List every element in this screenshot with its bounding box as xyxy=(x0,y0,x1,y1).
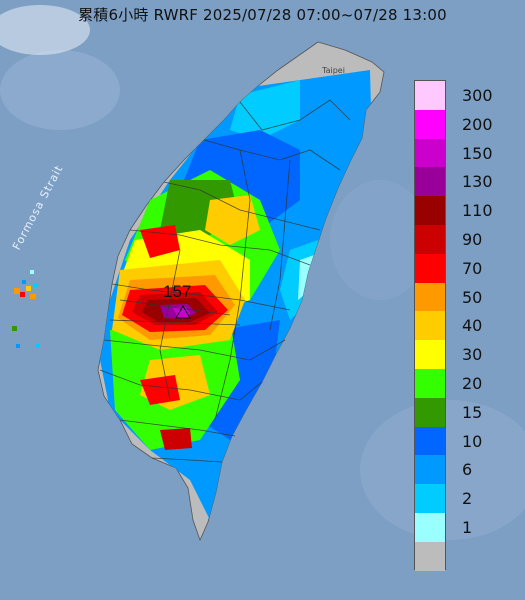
legend-swatch xyxy=(415,513,445,543)
legend-label: 1 xyxy=(462,518,473,537)
legend-label: 2 xyxy=(462,489,473,509)
legend-label: 130 xyxy=(462,172,493,192)
sea-texture xyxy=(0,50,120,130)
legend-swatch xyxy=(415,340,445,370)
legend-label: 300 xyxy=(462,86,493,105)
legend-label: 20 xyxy=(462,374,483,393)
legend-label: 30 xyxy=(462,345,483,365)
max-value-label: 157 xyxy=(163,282,192,301)
legend-swatch xyxy=(415,541,445,572)
legend-swatch xyxy=(415,196,445,226)
legend-swatch xyxy=(415,311,445,341)
legend-swatch xyxy=(415,167,445,197)
legend-swatch xyxy=(415,397,445,428)
admin-boundaries xyxy=(99,99,351,463)
legend-label: 200 xyxy=(462,114,493,134)
legend-swatch xyxy=(415,455,445,485)
rain-area-40mm xyxy=(205,195,260,245)
legend-label: 110 xyxy=(462,201,493,221)
legend-swatch xyxy=(415,369,445,399)
legend-swatch xyxy=(415,138,445,168)
legend-swatch xyxy=(415,253,445,284)
legend-label: 50 xyxy=(462,287,483,307)
legend-swatch xyxy=(415,484,445,514)
sea-texture xyxy=(330,180,430,300)
legend-swatch xyxy=(415,282,445,312)
legend-swatch xyxy=(415,109,445,140)
map-title: 累積6小時 RWRF 2025/07/28 07:00~07/28 13:00 xyxy=(78,6,447,24)
sea-texture xyxy=(0,5,90,55)
legend-label: 6 xyxy=(462,460,473,480)
color-legend xyxy=(414,80,446,572)
legend-label: 40 xyxy=(462,316,483,336)
legend-label: 90 xyxy=(462,230,483,249)
legend-swatch xyxy=(415,426,445,456)
max-rainfall-marker xyxy=(175,305,191,319)
legend-label: 150 xyxy=(462,143,493,163)
rain-area-70mm xyxy=(140,225,180,258)
legend-label: 15 xyxy=(462,402,483,422)
legend-label: 10 xyxy=(462,431,483,451)
rain-area-90mm xyxy=(160,428,192,450)
city-label: Taipei xyxy=(322,66,345,75)
legend-swatch xyxy=(415,225,445,255)
rain-area-70mm xyxy=(140,375,180,405)
legend-label: 70 xyxy=(462,258,483,278)
offshore-echoes xyxy=(12,270,40,348)
legend-swatch xyxy=(415,81,445,111)
